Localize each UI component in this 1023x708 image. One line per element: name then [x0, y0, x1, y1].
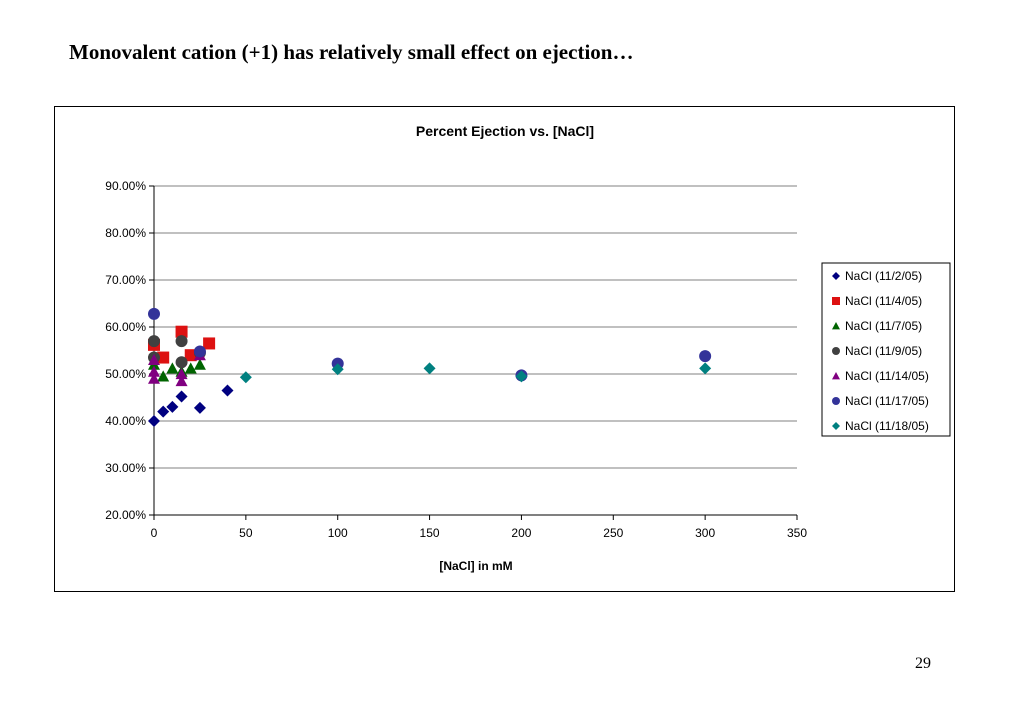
x-tick-label: 300 [695, 526, 715, 540]
x-tick-label: 350 [787, 526, 807, 540]
axes [149, 185, 798, 520]
legend-label: NaCl (11/7/05) [845, 319, 922, 333]
chart-frame: Percent Ejection vs. [NaCl] [NaCl] in mM… [54, 106, 955, 592]
data-point [148, 415, 160, 427]
legend-label: NaCl (11/14/05) [845, 369, 929, 383]
y-tick-label: 50.00% [105, 367, 146, 381]
x-tick-label: 0 [151, 526, 158, 540]
x-tick-label: 150 [420, 526, 440, 540]
x-tick-label: 100 [328, 526, 348, 540]
data-point [175, 325, 188, 338]
data-point [148, 365, 160, 377]
data-point [175, 375, 188, 387]
y-tick-label: 70.00% [105, 273, 146, 287]
legend-marker [832, 322, 840, 330]
legend-label: NaCl (11/18/05) [845, 419, 929, 433]
legend-label: NaCl (11/9/05) [845, 344, 922, 358]
scatter-chart: Percent Ejection vs. [NaCl] [NaCl] in mM… [105, 123, 951, 573]
data-point [193, 401, 206, 414]
legend-marker [832, 422, 840, 430]
y-tick-label: 40.00% [105, 414, 146, 428]
legend-box [821, 262, 951, 437]
legend-marker [832, 272, 840, 280]
data-point [515, 370, 528, 383]
legend-marker [832, 297, 840, 305]
x-axis-label: [NaCl] in mM [439, 559, 512, 573]
data-point [203, 337, 216, 350]
legend-label: NaCl (11/2/05) [845, 269, 922, 283]
y-tick-label: 20.00% [105, 508, 146, 522]
data-point [184, 349, 197, 362]
data-point [166, 400, 179, 413]
data-point [423, 362, 436, 375]
data-point [148, 372, 160, 384]
chart-title: Percent Ejection vs. [NaCl] [416, 123, 594, 139]
y-tick-label: 90.00% [105, 179, 146, 193]
data-points [148, 307, 712, 427]
data-point [148, 335, 160, 348]
data-point [175, 335, 188, 348]
data-point [148, 307, 160, 320]
legend-label: NaCl (11/17/05) [845, 394, 929, 408]
data-point [157, 370, 170, 382]
x-tick-label: 250 [603, 526, 623, 540]
data-point [193, 345, 206, 358]
data-point [175, 390, 188, 403]
tick-labels: 20.00% 30.00% 40.00% 50.00% 60.00% 70.00% 80.0… [105, 179, 807, 540]
slide-title: Monovalent cation (+1) has relatively sm… [69, 40, 634, 64]
y-tick-label: 30.00% [105, 461, 146, 475]
legend-marker [832, 372, 840, 380]
y-tick-label: 60.00% [105, 320, 146, 334]
data-point [166, 362, 179, 374]
data-point [331, 363, 344, 376]
data-point [221, 384, 234, 397]
x-tick-label: 50 [239, 526, 253, 540]
data-point [175, 356, 188, 369]
data-point [699, 362, 712, 375]
legend-label: NaCl (11/4/05) [845, 294, 922, 308]
data-point [175, 368, 188, 380]
data-point [239, 371, 252, 384]
legend: NaCl (11/2/05) NaCl (11/4/05) NaCl (11/7/0… [821, 262, 951, 437]
y-tick-label: 80.00% [105, 226, 146, 240]
x-tick-label: 200 [511, 526, 531, 540]
data-point [148, 353, 160, 365]
data-point [157, 351, 170, 364]
data-point [193, 358, 206, 370]
data-point [699, 350, 712, 363]
data-point [184, 362, 197, 374]
legend-marker [832, 397, 840, 405]
page-number: 29 [915, 655, 931, 672]
gridlines [154, 185, 797, 469]
legend-marker [832, 347, 840, 355]
data-point [157, 405, 170, 418]
